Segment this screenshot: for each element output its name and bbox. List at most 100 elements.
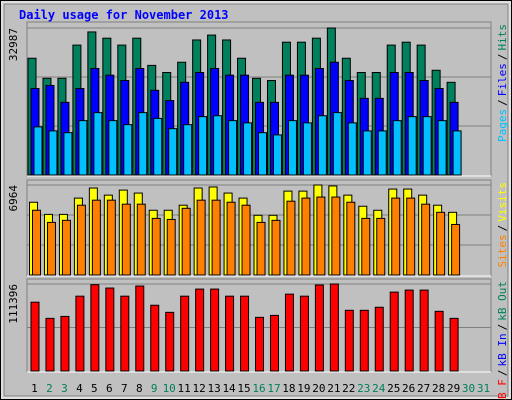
bar xyxy=(377,130,387,176)
bar xyxy=(76,204,86,276)
legend-entry: Visits xyxy=(496,182,509,222)
bar xyxy=(120,295,130,372)
bar xyxy=(33,126,43,176)
x-tick-label: 4 xyxy=(76,382,83,395)
x-tick-label: 18 xyxy=(282,382,295,395)
x-tick-label: 29 xyxy=(447,382,460,395)
bar xyxy=(271,219,281,276)
legend-entry: Files xyxy=(496,63,509,96)
bar xyxy=(165,311,175,372)
bar xyxy=(45,317,55,372)
legend: Pages / Files / Hits xyxy=(496,24,509,142)
bar xyxy=(404,289,414,372)
bar xyxy=(46,221,56,276)
legend-entry: Pages xyxy=(496,109,509,142)
bar xyxy=(123,124,133,176)
bar xyxy=(93,112,103,176)
bar xyxy=(106,199,116,276)
bar xyxy=(332,112,342,176)
bar xyxy=(196,199,206,276)
bar xyxy=(302,122,312,176)
bar xyxy=(213,115,223,176)
x-tick-label: 5 xyxy=(91,382,98,395)
bar xyxy=(32,209,41,276)
bar xyxy=(183,124,193,176)
bar xyxy=(30,301,40,372)
bar xyxy=(269,314,279,372)
x-tick-label: 6 xyxy=(106,382,113,395)
x-tick-label: 30 xyxy=(462,382,475,395)
bar xyxy=(374,306,384,372)
x-tick-label: 23 xyxy=(357,382,370,395)
bar xyxy=(316,196,326,276)
x-tick-label: 26 xyxy=(402,382,415,395)
x-tick-label: 25 xyxy=(387,382,400,395)
bar xyxy=(284,293,294,372)
bar xyxy=(344,309,354,372)
bar xyxy=(256,221,266,276)
bar xyxy=(436,211,446,276)
bar xyxy=(451,223,461,276)
bar xyxy=(422,116,432,176)
x-tick-label: 27 xyxy=(417,382,430,395)
bar xyxy=(60,315,70,372)
y-tick-label: 6964 xyxy=(7,185,20,212)
bar xyxy=(243,122,253,176)
bar xyxy=(331,196,341,276)
bar xyxy=(151,217,161,276)
bar xyxy=(78,120,88,176)
bar xyxy=(180,295,190,372)
x-tick-label: 22 xyxy=(342,382,355,395)
bar xyxy=(153,117,163,176)
legend-separator: / xyxy=(496,99,509,106)
bar xyxy=(211,199,221,276)
bar xyxy=(135,285,145,372)
bar xyxy=(299,295,309,372)
bar xyxy=(63,132,73,176)
bar xyxy=(195,288,205,372)
x-tick-label: 17 xyxy=(267,382,280,395)
legend-separator: / xyxy=(496,324,509,331)
x-tick-label: 16 xyxy=(252,382,265,395)
bar xyxy=(61,219,71,276)
bar xyxy=(136,203,146,276)
bar xyxy=(168,128,178,176)
bar xyxy=(406,197,416,276)
bar xyxy=(258,132,268,176)
y-tick-label: 111396 xyxy=(7,284,20,324)
legend-separator: / xyxy=(496,54,509,61)
chart-title: Daily usage for November 2013 xyxy=(19,8,229,22)
x-tick-label: 31 xyxy=(477,382,490,395)
bar xyxy=(376,217,386,276)
bar xyxy=(121,203,131,276)
bar xyxy=(407,116,417,176)
bar xyxy=(391,197,401,276)
bar xyxy=(198,116,208,176)
bar xyxy=(347,122,357,176)
x-tick-label: 10 xyxy=(163,382,176,395)
bar xyxy=(362,130,372,176)
bar xyxy=(75,295,85,372)
bar xyxy=(138,112,148,176)
bar xyxy=(346,201,356,276)
legend-entry: Sites xyxy=(496,234,509,267)
bar xyxy=(301,197,311,276)
bar xyxy=(361,217,371,276)
bar xyxy=(421,203,431,276)
bar xyxy=(225,295,235,372)
bar xyxy=(286,200,296,276)
legend-entry: Hits xyxy=(496,24,509,51)
bar xyxy=(452,130,462,176)
x-tick-label: 8 xyxy=(136,382,143,395)
y-tick-label: 32987 xyxy=(7,28,20,61)
bar xyxy=(226,201,236,276)
bar xyxy=(181,207,191,276)
bar xyxy=(449,317,459,372)
bar xyxy=(419,289,429,372)
legend: Sites / Visits xyxy=(496,182,509,268)
x-tick-label: 13 xyxy=(207,382,220,395)
bar xyxy=(241,204,251,276)
x-tick-label: 11 xyxy=(178,382,191,395)
